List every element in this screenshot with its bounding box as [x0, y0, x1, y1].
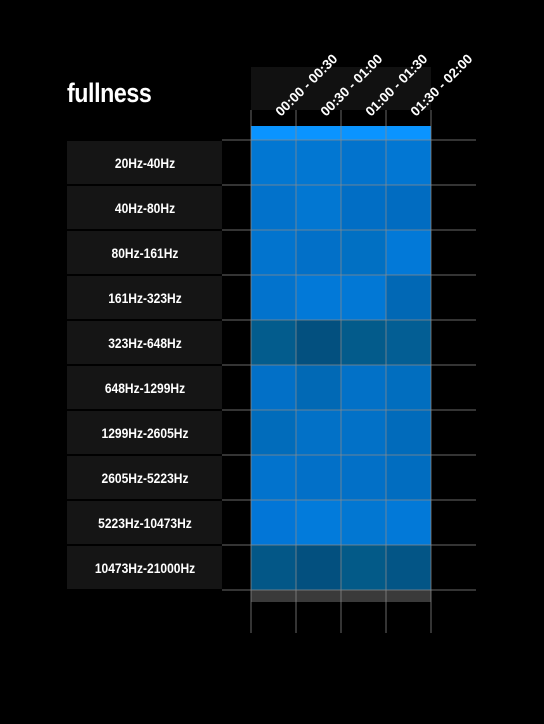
heatmap-cell: [341, 140, 386, 185]
row-label: 10473Hz-21000Hz: [95, 560, 196, 576]
heatmap-cell: [251, 545, 296, 590]
heatmap-cell: [341, 185, 386, 230]
row-label: 648Hz-1299Hz: [105, 380, 186, 396]
heatmap-cell: [251, 140, 296, 185]
heatmap-cell: [386, 500, 431, 545]
heatmap-cell: [251, 275, 296, 320]
heatmap-cell: [341, 230, 386, 275]
heatmap-cell: [386, 455, 431, 500]
heatmap-cell: [386, 545, 431, 590]
heatmap-cell: [251, 410, 296, 455]
heatmap-cell: [386, 410, 431, 455]
heatmap-cell: [386, 320, 431, 365]
heatmap-cell: [251, 320, 296, 365]
heatmap-cell: [296, 275, 341, 320]
heatmap-cell: [386, 365, 431, 410]
heatmap-cell: [386, 230, 431, 275]
heatmap-cell: [296, 140, 341, 185]
row-label: 323Hz-648Hz: [108, 335, 182, 351]
row-label: 1299Hz-2605Hz: [102, 425, 189, 441]
heatmap-cell: [251, 185, 296, 230]
heatmap-cell: [296, 410, 341, 455]
heatmap-cell: [296, 320, 341, 365]
heatmap-cell: [251, 365, 296, 410]
heatmap-cell: [296, 230, 341, 275]
row-label: 40Hz-80Hz: [115, 200, 176, 216]
heatmap-cell: [341, 410, 386, 455]
row-label: 161Hz-323Hz: [108, 290, 182, 306]
row-label: 20Hz-40Hz: [115, 155, 176, 171]
heatmap-cell: [296, 185, 341, 230]
heatmap-cell: [251, 455, 296, 500]
heatmap-cell: [251, 230, 296, 275]
row-label: 5223Hz-10473Hz: [98, 515, 192, 531]
heatmap-cell: [296, 365, 341, 410]
heatmap-cell: [341, 500, 386, 545]
heatmap-cell: [296, 500, 341, 545]
heatmap-cell: [251, 500, 296, 545]
heatmap-cell: [386, 275, 431, 320]
heatmap-cell: [386, 185, 431, 230]
heatmap-cell: [386, 140, 431, 185]
heatmap-cell: [341, 275, 386, 320]
row-label: 80Hz-161Hz: [112, 245, 179, 261]
heatmap-cell: [296, 545, 341, 590]
heatmap-cell: [341, 545, 386, 590]
heatmap-cell: [341, 365, 386, 410]
row-label: 2605Hz-5223Hz: [102, 470, 189, 486]
heatmap-cell: [341, 320, 386, 365]
heatmap-cell: [296, 455, 341, 500]
heatmap-cell: [341, 455, 386, 500]
